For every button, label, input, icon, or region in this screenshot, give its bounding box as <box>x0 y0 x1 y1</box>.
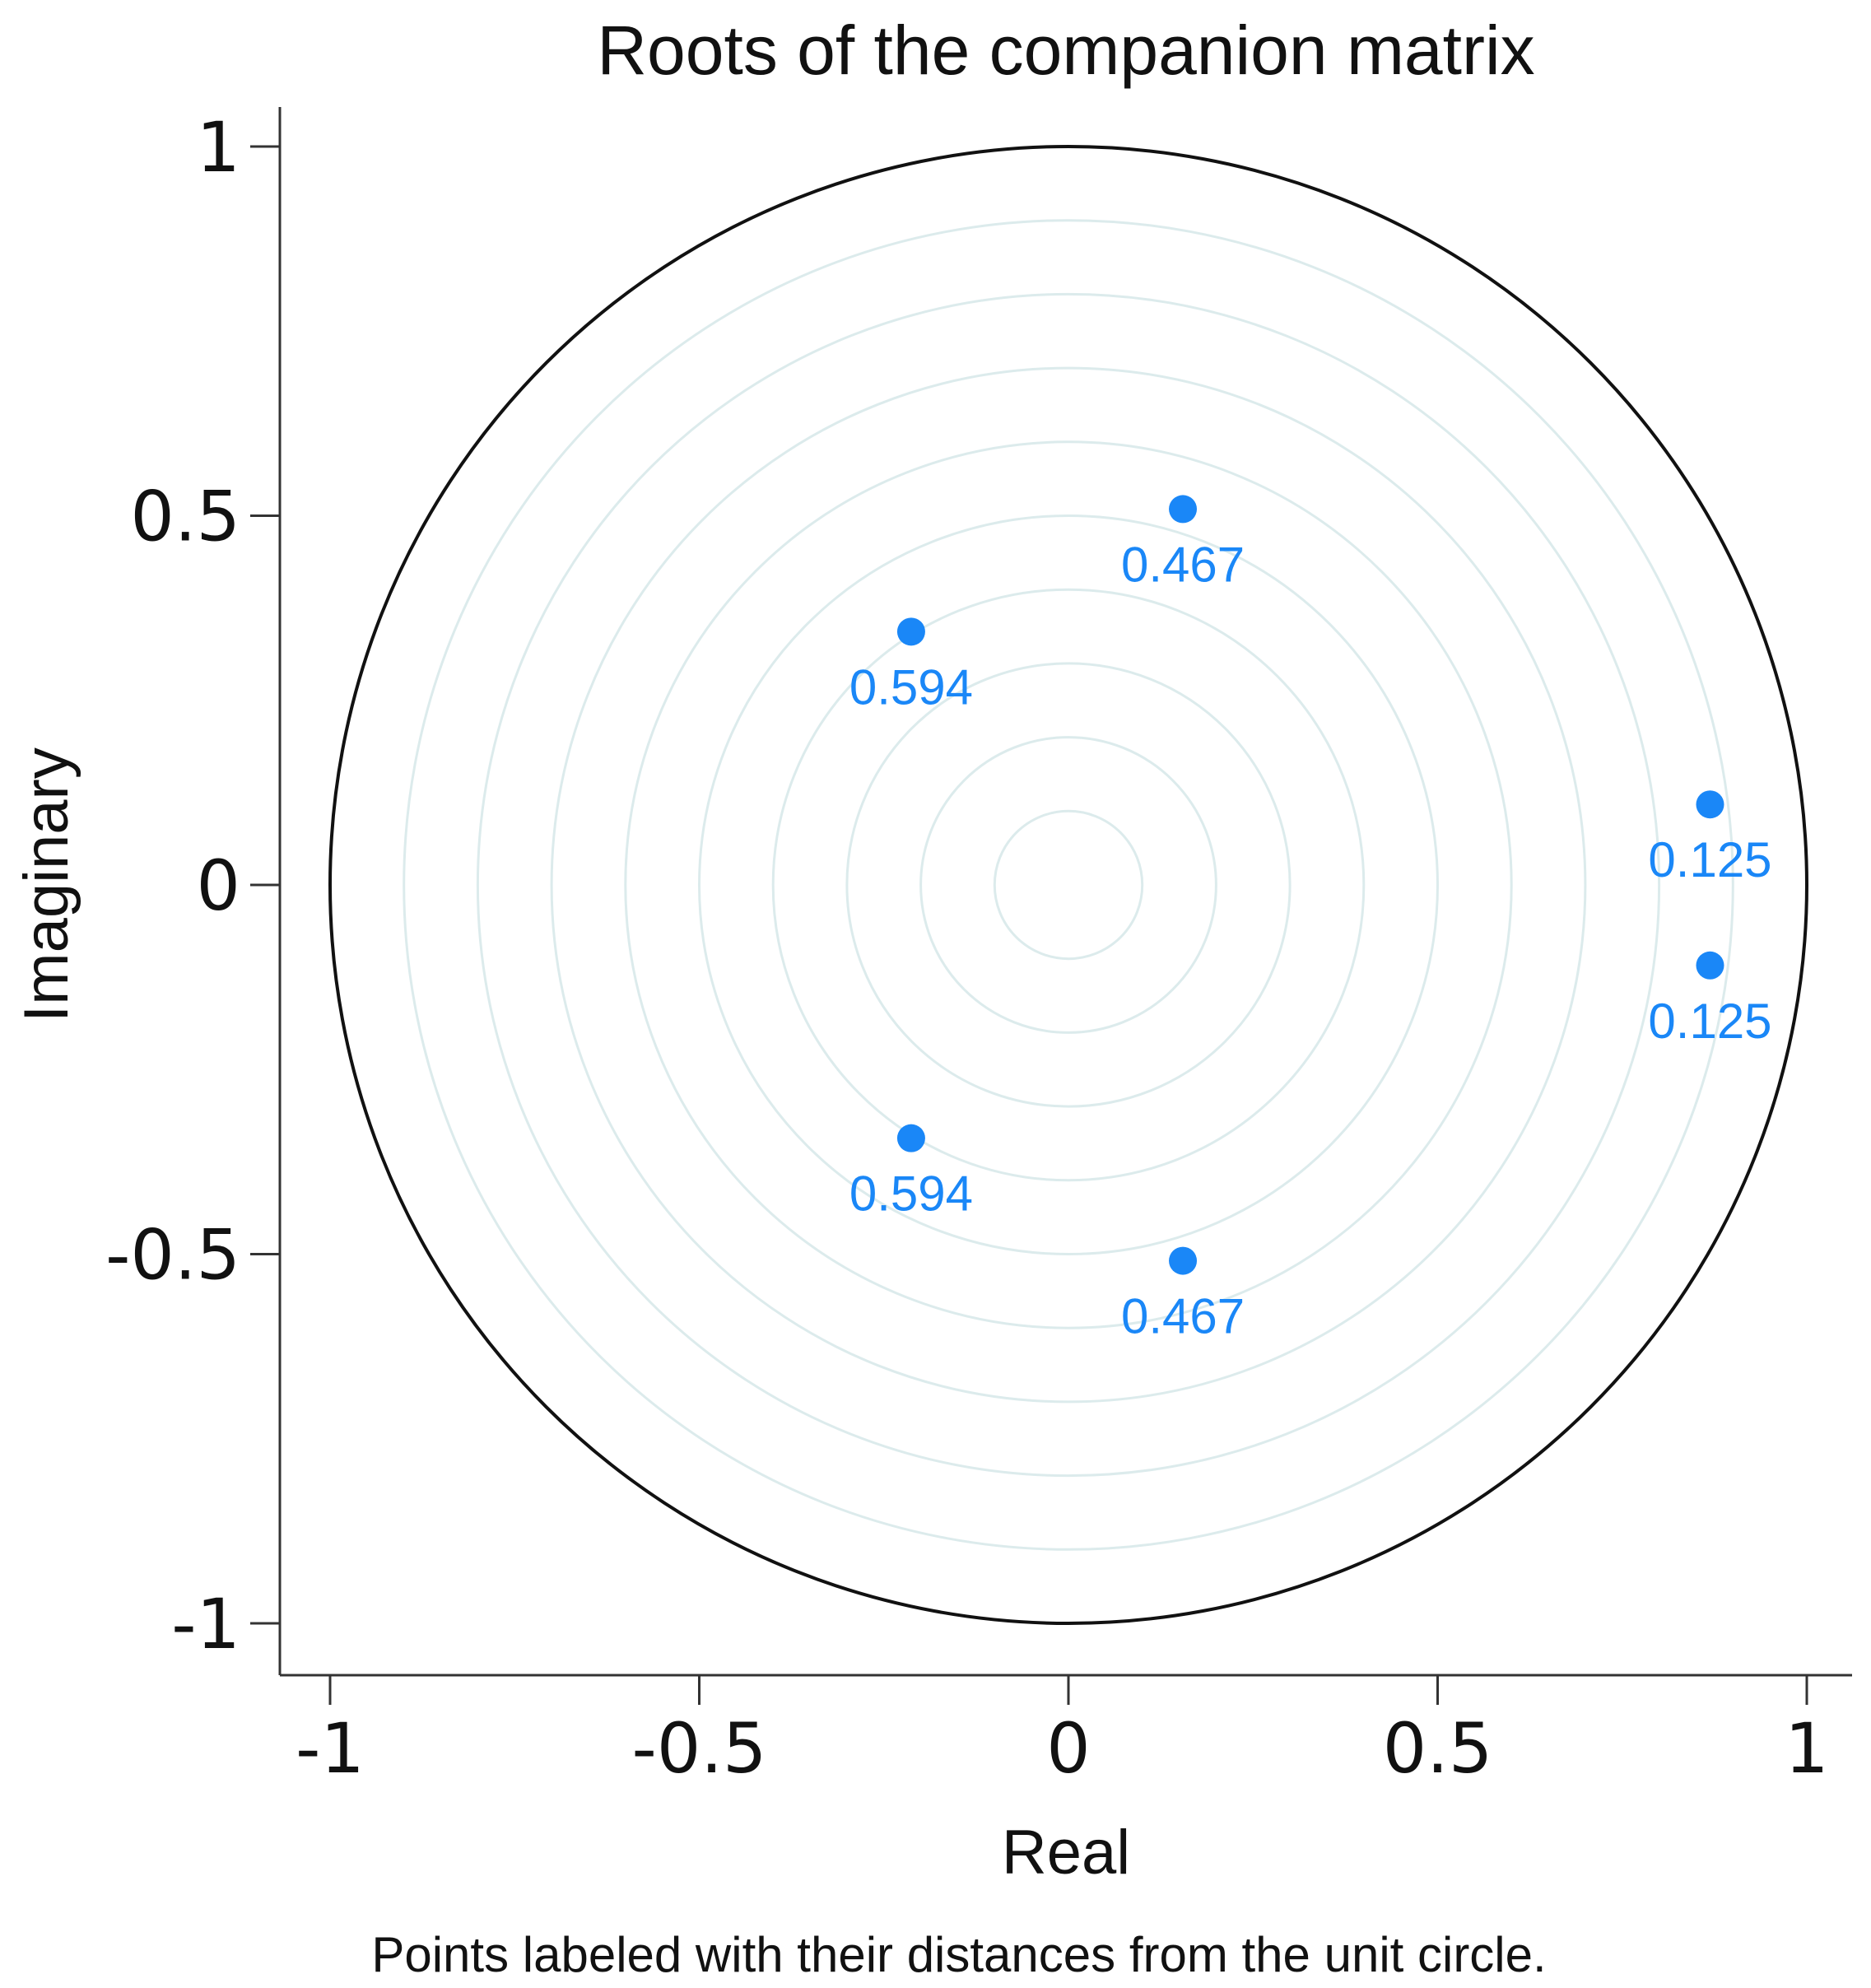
reference-circles <box>403 219 1734 1551</box>
root-distance-label: 0.125 <box>1648 994 1771 1049</box>
y-axis-ticks: 1 0.5 0 -0.5 -1 <box>105 107 280 1664</box>
root-distance-label: 0.467 <box>1121 1289 1245 1344</box>
y-tick-label: -1 <box>171 1584 240 1664</box>
y-axis-title: Imaginary <box>12 747 81 1022</box>
data-points <box>896 495 1724 1275</box>
x-tick-label: 0.5 <box>1383 1708 1493 1789</box>
root-point <box>896 1124 925 1152</box>
root-point <box>1696 951 1724 980</box>
reference-circle <box>845 662 1292 1108</box>
y-tick-label: 0 <box>197 845 240 926</box>
x-tick-label: -0.5 <box>632 1708 767 1789</box>
root-point <box>1696 790 1724 819</box>
point-labels: 0.467 0.467 0.594 0.594 0.125 0.125 <box>849 537 1772 1343</box>
x-tick-label: 1 <box>1785 1708 1828 1789</box>
reference-circle <box>403 219 1734 1551</box>
chart-title: Roots of the companion matrix <box>597 12 1534 89</box>
chart-note: Points labeled with their distances from… <box>371 1927 1546 1982</box>
reference-circle <box>771 588 1366 1182</box>
root-distance-label: 0.594 <box>849 1166 973 1222</box>
reference-circle <box>698 514 1439 1255</box>
x-tick-label: 0 <box>1046 1708 1090 1789</box>
root-point <box>896 617 925 646</box>
x-axis-title: Real <box>1002 1818 1130 1888</box>
reference-circle <box>624 440 1513 1329</box>
root-point <box>1169 495 1198 524</box>
reference-circle <box>993 809 1144 961</box>
root-distance-label: 0.594 <box>849 659 973 715</box>
root-distance-label: 0.467 <box>1121 537 1245 592</box>
y-tick-label: 1 <box>197 107 240 188</box>
reference-circle <box>476 292 1661 1478</box>
x-axis-ticks: -1 -0.5 0 0.5 1 <box>296 1675 1829 1789</box>
reference-circle <box>919 736 1217 1034</box>
y-tick-label: 0.5 <box>130 477 240 557</box>
y-tick-label: -0.5 <box>105 1215 240 1296</box>
root-point <box>1169 1246 1198 1275</box>
unit-circle <box>328 145 1808 1625</box>
x-tick-label: -1 <box>296 1708 365 1789</box>
root-distance-label: 0.125 <box>1648 832 1771 887</box>
reference-circle <box>550 366 1587 1404</box>
